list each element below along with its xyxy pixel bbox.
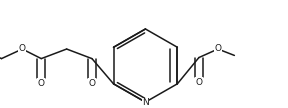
Text: N: N — [142, 98, 149, 107]
Text: O: O — [38, 79, 45, 88]
Text: O: O — [214, 44, 221, 53]
Text: O: O — [195, 78, 202, 87]
Text: O: O — [88, 79, 96, 88]
Text: O: O — [19, 44, 26, 53]
